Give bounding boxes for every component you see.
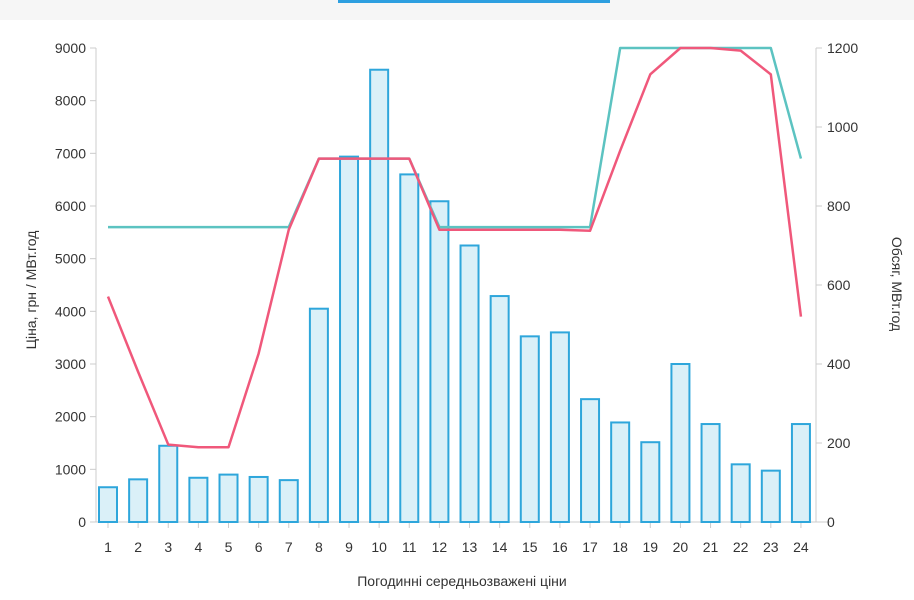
x-tick-label: 13 <box>462 539 478 555</box>
x-tick-label: 17 <box>582 539 598 555</box>
volume-bar <box>610 421 631 523</box>
price-line-red <box>106 46 803 449</box>
y-tick-label: 2000 <box>55 409 86 425</box>
y2-tick-label: 200 <box>827 435 851 451</box>
y2-tick-label: 800 <box>827 198 851 214</box>
x-tick-label: 7 <box>285 539 293 555</box>
y2-tick-label: 1200 <box>827 40 858 56</box>
y-tick-label: 6000 <box>55 198 86 214</box>
volume-bar <box>459 244 480 523</box>
y2-axis-title: Обсяг, МВт.год <box>889 237 905 331</box>
y-tick-label: 0 <box>78 514 86 530</box>
volume-bar <box>760 469 781 523</box>
y2-tick-label: 600 <box>827 277 851 293</box>
x-tick-label: 23 <box>763 539 779 555</box>
x-tick-label: 8 <box>315 539 323 555</box>
volume-bar <box>519 335 540 523</box>
x-tick-label: 5 <box>225 539 233 555</box>
top-band <box>0 0 914 20</box>
y-tick-label: 1000 <box>55 461 86 477</box>
x-tick-label: 19 <box>643 539 659 555</box>
y-tick-label: 4000 <box>55 303 86 319</box>
y-tick-label: 5000 <box>55 251 86 267</box>
labels-layer: Погодинні середньозважені ціни Ціна, грн… <box>23 231 905 589</box>
volume-bar <box>369 68 390 523</box>
x-tick-label: 21 <box>703 539 719 555</box>
volume-bar <box>98 486 118 523</box>
x-tick-label: 12 <box>432 539 448 555</box>
y-axis-title: Ціна, грн / МВт.год <box>23 231 39 350</box>
x-tick-label: 20 <box>673 539 689 555</box>
volume-bar <box>399 173 420 523</box>
x-tick-label: 18 <box>612 539 628 555</box>
y2-tick-label: 1000 <box>827 119 858 135</box>
price-line-teal <box>108 46 803 229</box>
volume-bar <box>429 200 450 523</box>
volume-bar <box>580 398 601 523</box>
x-tick-label: 11 <box>402 539 417 555</box>
volume-bar <box>790 423 811 524</box>
bars-layer <box>98 68 811 524</box>
volume-bar <box>278 479 299 524</box>
x-tick-label: 1 <box>104 539 112 555</box>
x-tick-label: 4 <box>194 539 202 555</box>
x-tick-label: 2 <box>134 539 142 555</box>
x-tick-label: 10 <box>371 539 387 555</box>
y-tick-label: 7000 <box>55 145 86 161</box>
volume-bar <box>128 478 149 523</box>
volume-bar <box>188 476 209 524</box>
x-tick-label: 9 <box>345 539 353 555</box>
volume-bar <box>308 307 329 524</box>
volume-bar <box>640 441 661 523</box>
volume-bar <box>670 363 691 523</box>
active-tab-indicator <box>338 0 610 3</box>
lines-layer <box>106 46 803 449</box>
volume-bar <box>248 475 269 523</box>
y-tick-label: 3000 <box>55 356 86 372</box>
x-tick-label: 22 <box>733 539 749 555</box>
volume-bar <box>489 295 510 523</box>
y2-tick-label: 400 <box>827 356 851 372</box>
axes-layer: 0 1000 2000 3000 4000 5000 6000 7000 8000 9000 0 20… <box>55 40 859 555</box>
y-tick-label: 9000 <box>55 40 86 56</box>
volume-bar <box>730 463 751 523</box>
volume-bar <box>158 444 179 524</box>
x-axis-title: Погодинні середньозважені ціни <box>357 573 567 589</box>
volume-bar <box>549 331 570 523</box>
x-tick-label: 16 <box>552 539 568 555</box>
y2-tick-label: 0 <box>827 514 835 530</box>
x-tick-label: 24 <box>793 539 809 555</box>
x-tick-label: 14 <box>492 539 508 555</box>
volume-bar <box>218 473 239 524</box>
y-tick-label: 8000 <box>55 93 86 109</box>
volume-bar <box>700 423 721 524</box>
x-tick-label: 3 <box>164 539 172 555</box>
volume-bar <box>339 155 360 523</box>
x-tick-label: 15 <box>522 539 538 555</box>
x-tick-label: 6 <box>255 539 263 555</box>
